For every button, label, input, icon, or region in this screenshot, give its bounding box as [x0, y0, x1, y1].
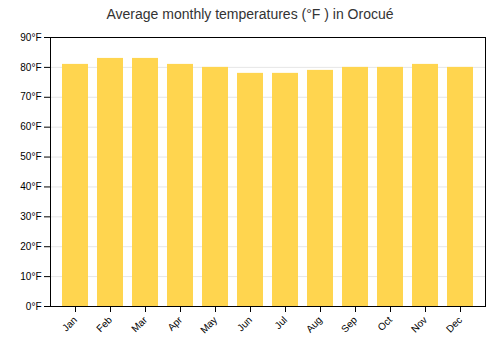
svg-text:May: May	[198, 314, 219, 335]
svg-text:Apr: Apr	[165, 314, 184, 333]
svg-text:60°F: 60°F	[20, 121, 41, 132]
svg-text:Nov: Nov	[409, 314, 429, 334]
svg-text:Mar: Mar	[129, 314, 149, 334]
svg-text:Sep: Sep	[339, 314, 360, 335]
svg-text:90°F: 90°F	[20, 32, 41, 43]
svg-text:Jul: Jul	[272, 314, 289, 331]
svg-text:0°F: 0°F	[26, 301, 42, 312]
svg-text:Dec: Dec	[444, 314, 464, 334]
svg-text:50°F: 50°F	[20, 151, 41, 162]
svg-text:40°F: 40°F	[20, 181, 41, 192]
svg-text:20°F: 20°F	[20, 241, 41, 252]
svg-text:10°F: 10°F	[20, 271, 41, 282]
html-text:Average monthly temperatures (: Average monthly temperatures (°F ) in Or…	[106, 6, 394, 22]
svg-text:30°F: 30°F	[20, 211, 41, 222]
svg-text:Feb: Feb	[94, 314, 114, 334]
svg-text:Jun: Jun	[235, 314, 254, 333]
svg-text:Jan: Jan	[60, 314, 79, 333]
svg-text:70°F: 70°F	[20, 91, 41, 102]
svg-text:Oct: Oct	[375, 314, 394, 333]
svg-text:80°F: 80°F	[20, 62, 41, 73]
svg-text:Aug: Aug	[304, 314, 324, 334]
